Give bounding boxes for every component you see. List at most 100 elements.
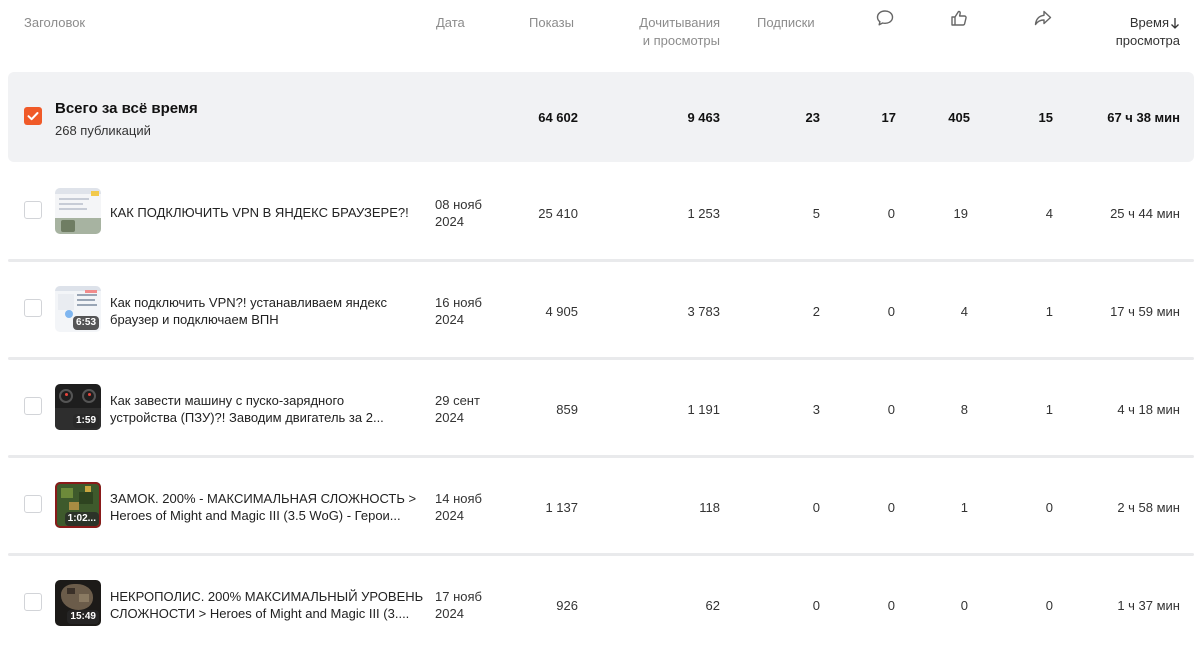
publication-title-link[interactable]: Как завести машину с пуско-зарядного уст…	[110, 392, 426, 426]
video-thumbnail[interactable]: 1:59	[55, 384, 101, 430]
publication-date: 29 сент 2024	[435, 392, 480, 426]
row-impressions: 859	[556, 401, 578, 417]
video-duration-badge: 15:49	[67, 610, 99, 624]
column-date-header[interactable]: Дата	[436, 15, 465, 30]
video-duration-badge: 1:02...	[64, 512, 99, 526]
row-impressions: 25 410	[538, 205, 578, 221]
column-time-label-1: Время	[1129, 15, 1169, 30]
row-comments: 0	[887, 597, 895, 613]
row-impressions: 4 905	[545, 303, 578, 319]
publication-title-link[interactable]: КАК ПОДКЛЮЧИТЬ VPN В ЯНДЕКС БРАУЗЕРЕ?!	[110, 204, 426, 221]
row-shares: 0	[1045, 499, 1053, 515]
summary-shares: 15	[1038, 109, 1053, 125]
publication-date-year: 2024	[435, 214, 464, 229]
row-time: 25 ч 44 мин	[1110, 205, 1180, 221]
share-icon[interactable]	[1033, 8, 1053, 33]
summary-row: Всего за всё время 268 публикаций 64 602…	[8, 72, 1194, 162]
table-row[interactable]: КАК ПОДКЛЮЧИТЬ VPN В ЯНДЕКС БРАУЗЕРЕ?! 0…	[0, 164, 1200, 262]
table-header: Заголовок Дата Показы Дочитывания и прос…	[0, 0, 1200, 60]
summary-impressions: 64 602	[538, 109, 578, 125]
row-subscriptions: 0	[812, 597, 820, 613]
publication-date-day: 16 нояб	[435, 295, 482, 310]
publication-date-day: 14 нояб	[435, 491, 482, 506]
publication-title-line-1: Как завести машину с пуско-зарядного	[110, 393, 345, 408]
column-time-label-2: просмотра	[1115, 33, 1180, 48]
table-row[interactable]: 1:59 Как завести машину с пуско-зарядног…	[0, 360, 1200, 458]
row-checkbox[interactable]	[24, 201, 42, 219]
column-reads-label-1: Дочитывания	[639, 15, 720, 30]
publication-title-line-1: Как подключить VPN?! устанавливаем яндек…	[110, 295, 388, 310]
summary-reads: 9 463	[687, 109, 720, 125]
row-reads: 1 253	[687, 205, 720, 221]
check-icon	[27, 112, 39, 121]
summary-subscriptions: 23	[805, 109, 820, 125]
video-thumbnail[interactable]: 6:53	[55, 286, 101, 332]
row-impressions: 926	[556, 597, 578, 613]
publication-title-line-1: НЕКРОПОЛИС. 200% МАКСИМАЛЬНЫЙ УРОВЕНЬ	[110, 589, 424, 604]
publication-date-year: 2024	[435, 606, 464, 621]
row-divider	[8, 455, 1194, 458]
publication-date: 16 нояб 2024	[435, 294, 482, 328]
publication-date: 17 нояб 2024	[435, 588, 482, 622]
publication-title-link[interactable]: НЕКРОПОЛИС. 200% МАКСИМАЛЬНЫЙ УРОВЕНЬ СЛ…	[110, 588, 426, 622]
row-likes: 0	[960, 597, 968, 613]
summary-title: Всего за всё время	[55, 100, 198, 117]
video-thumbnail[interactable]: 1:02...	[55, 482, 101, 528]
table-row[interactable]: 15:49 НЕКРОПОЛИС. 200% МАКСИМАЛЬНЫЙ УРОВ…	[0, 556, 1200, 645]
row-checkbox[interactable]	[24, 495, 42, 513]
publication-title-line-1: КАК ПОДКЛЮЧИТЬ VPN В ЯНДЕКС БРАУЗЕРЕ?!	[110, 205, 409, 220]
row-checkbox[interactable]	[24, 299, 42, 317]
row-subscriptions: 3	[812, 401, 820, 417]
row-reads: 3 783	[687, 303, 720, 319]
row-shares: 0	[1045, 597, 1053, 613]
row-time: 2 ч 58 мин	[1117, 499, 1180, 515]
row-time: 4 ч 18 мин	[1117, 401, 1180, 417]
column-reads-header[interactable]: Дочитывания и просмотры	[600, 14, 720, 50]
row-time: 17 ч 59 мин	[1110, 303, 1180, 319]
publication-date: 08 нояб 2024	[435, 196, 482, 230]
publication-title-line-2: СЛОЖНОСТИ > Heroes of Might and Magic II…	[110, 606, 410, 621]
publication-title-link[interactable]: Как подключить VPN?! устанавливаем яндек…	[110, 294, 426, 328]
row-shares: 4	[1045, 205, 1053, 221]
column-title-header[interactable]: Заголовок	[24, 15, 86, 30]
video-duration-badge: 1:59	[72, 414, 99, 428]
row-checkbox[interactable]	[24, 593, 42, 611]
column-subscriptions-header[interactable]: Подписки	[757, 15, 815, 30]
column-time-header[interactable]: Время просмотра	[1100, 14, 1180, 50]
publication-date-year: 2024	[435, 312, 464, 327]
row-subscriptions: 5	[812, 205, 820, 221]
row-likes: 1	[960, 499, 968, 515]
row-checkbox[interactable]	[24, 397, 42, 415]
row-subscriptions: 0	[812, 499, 820, 515]
row-reads: 1 191	[687, 401, 720, 417]
select-all-checkbox[interactable]	[24, 107, 42, 125]
row-comments: 0	[887, 205, 895, 221]
video-thumbnail[interactable]	[55, 188, 101, 234]
comment-icon[interactable]	[875, 8, 895, 33]
video-thumbnail[interactable]: 15:49	[55, 580, 101, 626]
summary-subtitle: 268 публикаций	[55, 123, 151, 138]
video-duration-badge: 6:53	[72, 316, 99, 330]
summary-time: 67 ч 38 мин	[1107, 109, 1180, 125]
publication-date: 14 нояб 2024	[435, 490, 482, 524]
thumb-up-icon[interactable]	[949, 8, 969, 33]
publication-date-day: 17 нояб	[435, 589, 482, 604]
row-shares: 1	[1045, 303, 1053, 319]
row-shares: 1	[1045, 401, 1053, 417]
table-row[interactable]: 6:53 Как подключить VPN?! устанавливаем …	[0, 262, 1200, 360]
row-divider	[8, 357, 1194, 360]
table-row[interactable]: 1:02... ЗАМОК. 200% - МАКСИМАЛЬНАЯ СЛОЖН…	[0, 458, 1200, 556]
publication-title-line-2: устройства (ПЗУ)?! Заводим двигатель за …	[110, 410, 384, 425]
row-divider	[8, 553, 1194, 556]
publication-date-year: 2024	[435, 508, 464, 523]
row-comments: 0	[887, 303, 895, 319]
publication-date-day: 08 нояб	[435, 197, 482, 212]
publication-title-line-2: Heroes of Might and Magic III (3.5 WoG) …	[110, 508, 401, 523]
publication-date-year: 2024	[435, 410, 464, 425]
column-impressions-header[interactable]: Показы	[529, 15, 574, 30]
publication-title-line-1: ЗАМОК. 200% - МАКСИМАЛЬНАЯ СЛОЖНОСТЬ >	[110, 491, 417, 506]
row-comments: 0	[887, 499, 895, 515]
publication-title-link[interactable]: ЗАМОК. 200% - МАКСИМАЛЬНАЯ СЛОЖНОСТЬ > H…	[110, 490, 426, 524]
row-likes: 8	[960, 401, 968, 417]
publication-title-line-2: браузер и подключаем ВПН	[110, 312, 279, 327]
